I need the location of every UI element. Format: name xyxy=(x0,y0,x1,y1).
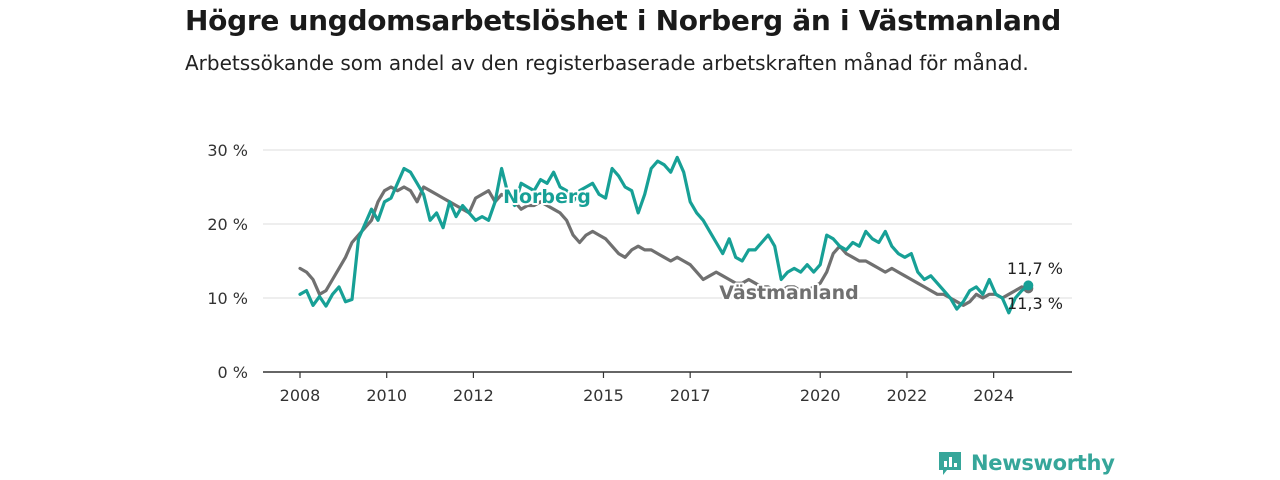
y-tick-label: 0 % xyxy=(218,363,248,382)
end-label-vastmanland: 11,3 % xyxy=(1007,294,1063,313)
y-tick-label: 30 % xyxy=(207,141,248,160)
end-point-norberg xyxy=(1023,280,1034,291)
series-lines xyxy=(298,155,1034,315)
series-name-label-vastmanland: Västmanland xyxy=(719,282,859,304)
line-chart: 0 % 10 % 20 % 30 % 2008 2010 2012 2015 2017 2020… xyxy=(207,141,1072,405)
newsworthy-logo: Newsworthy xyxy=(937,448,1115,478)
gridlines xyxy=(263,149,1072,373)
y-tick-label: 10 % xyxy=(207,289,248,308)
series-line-vastmanland xyxy=(298,185,1030,307)
y-tick-label: 20 % xyxy=(207,215,248,234)
chart-subtitle: Arbetssökande som andel av den registerb… xyxy=(185,51,1029,75)
x-tick-label: 2024 xyxy=(973,386,1014,405)
y-axis-tick-labels: 0 % 10 % 20 % 30 % xyxy=(207,141,248,382)
x-tick-label: 2010 xyxy=(366,386,407,405)
series-name-label-norberg: Norberg xyxy=(503,186,591,208)
x-tick-label: 2017 xyxy=(670,386,711,405)
x-tick-label: 2012 xyxy=(453,386,494,405)
x-tick-label: 2008 xyxy=(280,386,321,405)
x-tick-label: 2020 xyxy=(800,386,841,405)
chart-title: Högre ungdomsarbetslöshet i Norberg än i… xyxy=(185,4,1061,37)
series-line-norberg xyxy=(298,155,1030,315)
newsworthy-icon xyxy=(939,452,961,475)
x-tick-label: 2022 xyxy=(887,386,928,405)
end-label-norberg: 11,7 % xyxy=(1007,259,1063,278)
series-labels: 11,7 % 11,3 % Norberg Västmanland xyxy=(501,184,1063,313)
x-tick-label: 2015 xyxy=(583,386,624,405)
x-axis-tick-labels: 2008 2010 2012 2015 2017 2020 2022 2024 xyxy=(280,372,1014,405)
brand-name: Newsworthy xyxy=(971,451,1115,475)
